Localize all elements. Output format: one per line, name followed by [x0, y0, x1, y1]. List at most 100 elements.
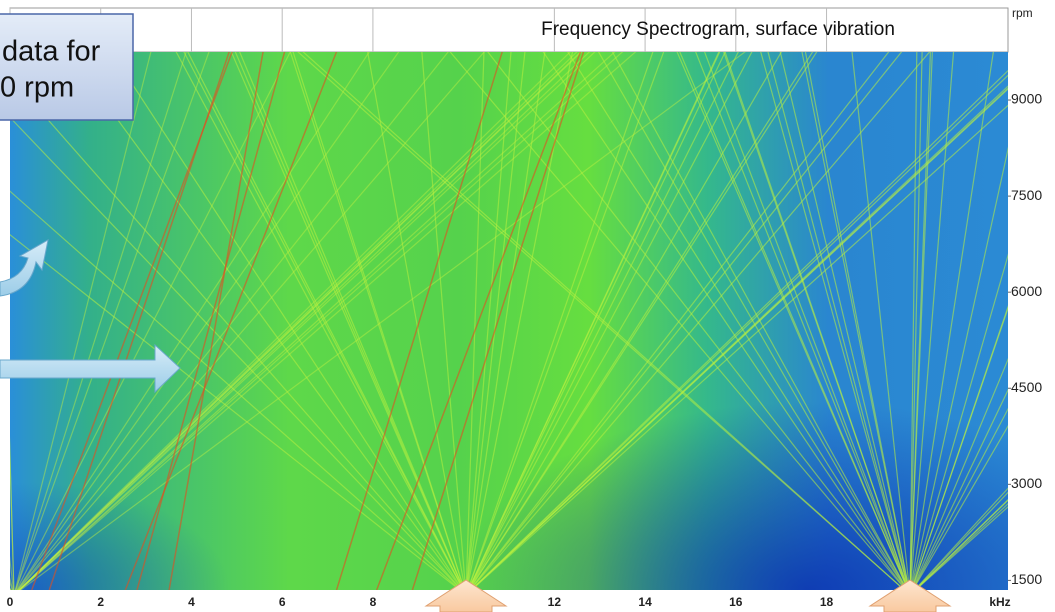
trace [465, 52, 485, 590]
trace [10, 116, 463, 590]
trace [19, 52, 746, 590]
trace [183, 52, 465, 590]
trace [913, 487, 1008, 590]
trace [851, 52, 911, 590]
trace [911, 388, 1008, 590]
x-axis-label: kHz [989, 595, 1010, 609]
trace [703, 52, 909, 590]
trace [18, 52, 624, 590]
trace [10, 75, 463, 590]
trace [470, 104, 1008, 590]
trace [10, 437, 15, 590]
marker-arrow [868, 579, 952, 612]
trace [909, 52, 918, 590]
trace [767, 52, 910, 590]
trace [465, 52, 526, 590]
trace [723, 52, 909, 590]
trace [14, 52, 152, 590]
callout-text: 0 rpm [0, 72, 74, 104]
trace [239, 52, 465, 590]
trace [289, 52, 466, 590]
trace [18, 52, 571, 590]
chart-title: Frequency Spectrogram, surface vibration [541, 19, 895, 40]
trace [468, 52, 783, 590]
trace [760, 52, 910, 590]
heat-shade [10, 52, 1008, 590]
trace [910, 52, 994, 590]
trace [567, 52, 908, 590]
trace [467, 52, 665, 590]
trace [913, 491, 1008, 590]
trace [804, 52, 910, 590]
x-tick-label: 2 [97, 595, 104, 609]
trace [611, 52, 908, 590]
trace [469, 52, 931, 590]
trace [18, 52, 583, 590]
trace [18, 52, 591, 590]
x-tick-label: 18 [820, 595, 834, 609]
trace [467, 52, 654, 590]
trace [914, 498, 1008, 590]
trace [909, 52, 923, 590]
trace [469, 52, 890, 590]
x-tick-label: 6 [279, 595, 286, 609]
pointer-arrow [0, 343, 181, 394]
x-tick-label: 0 [7, 595, 14, 609]
trace [18, 52, 582, 590]
y-tick-label: 4500 [1011, 379, 1042, 395]
trace [16, 52, 400, 590]
y-tick-label: 1500 [1011, 571, 1042, 587]
ruler [9, 7, 1009, 53]
trace [911, 358, 1008, 590]
trace [16, 52, 370, 590]
trace [469, 52, 903, 590]
trace [14, 52, 187, 590]
trace [18, 52, 637, 590]
trace [912, 424, 1008, 590]
trace [175, 52, 465, 590]
trace [779, 52, 910, 590]
callout-box [0, 13, 134, 121]
y-tick-label: 6000 [1011, 283, 1042, 299]
trace [48, 52, 230, 590]
marker-arrow [424, 579, 508, 612]
trace [17, 52, 485, 590]
trace [124, 52, 338, 590]
trace [411, 52, 585, 590]
trace [10, 190, 462, 590]
trace [911, 407, 1008, 590]
trace [466, 52, 546, 590]
trace [470, 88, 1008, 590]
trace [67, 52, 464, 590]
trace [487, 52, 907, 590]
trace [910, 146, 1008, 590]
trace [18, 52, 596, 590]
y-tick-label: 9000 [1011, 91, 1042, 107]
x-tick-label: 16 [729, 595, 743, 609]
trace [597, 52, 908, 590]
traces [10, 52, 1008, 590]
trace [18, 52, 616, 590]
spectrogram [10, 52, 1008, 590]
trace [911, 305, 1008, 590]
trace [10, 233, 461, 590]
trace [695, 52, 909, 590]
trace [136, 52, 286, 590]
trace [230, 52, 465, 590]
trace [18, 52, 578, 590]
trace [466, 52, 574, 590]
trace [17, 52, 449, 590]
y-tick-label: 3000 [1011, 475, 1042, 491]
x-tick-label: 12 [548, 595, 562, 609]
y-axis-label: rpm [1012, 6, 1033, 20]
trace [335, 52, 503, 590]
trace [421, 52, 467, 590]
pointer-arrow [0, 239, 49, 297]
trace [15, 52, 210, 590]
x-tick-label: 14 [638, 595, 652, 609]
y-tick-label: 7500 [1011, 187, 1042, 203]
trace [467, 52, 720, 590]
trace [449, 52, 907, 590]
trace [234, 52, 465, 590]
